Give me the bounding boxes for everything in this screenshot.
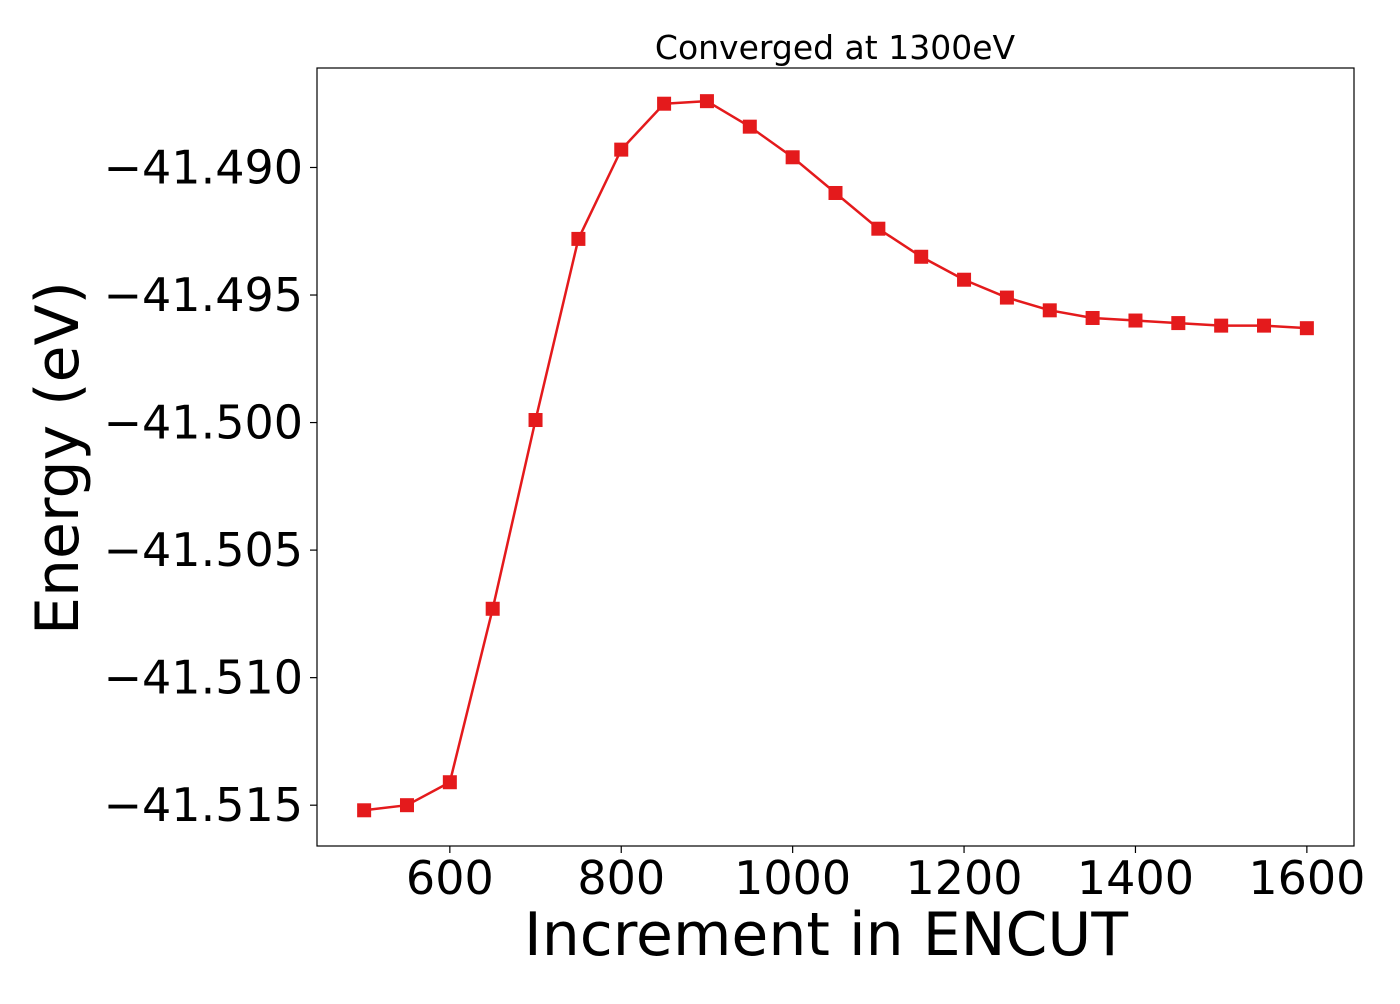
x-tick-label: 1200 [906,851,1023,905]
y-tick-label: −41.500 [104,396,304,450]
plot-area-frame [316,67,1355,847]
x-axis-title: Increment in ENCUT [524,900,1128,970]
data-point-marker [1042,303,1057,318]
data-point-marker [742,119,757,134]
y-axis-ticks: −41.490 −41.495 −41.500 −41.505 −41.510 −41.5… [104,140,317,832]
y-tick-label: −41.515 [104,778,304,832]
data-point-marker [914,249,929,264]
x-tick-label: 800 [577,851,665,905]
data-point-marker [828,185,843,200]
y-tick-label: −41.510 [104,651,304,705]
y-tick-label: −41.505 [104,523,304,577]
chart-title: Converged at 1300eV [655,28,1016,67]
data-point-marker [1214,318,1229,333]
data-point-marker [485,601,500,616]
y-tick-label: −41.495 [104,268,304,322]
y-tick-label: −41.490 [104,140,304,194]
data-point-marker [528,413,543,428]
data-point-marker [699,94,714,109]
y-axis-title: Energy (eV) [23,281,93,635]
data-point-marker [871,221,886,236]
data-point-marker [1085,310,1100,325]
x-tick-label: 1400 [1077,851,1194,905]
data-point-marker [614,142,629,157]
x-tick-label: 600 [406,851,494,905]
data-point-marker [1257,318,1272,333]
x-axis-ticks: 600 800 1000 1200 1400 1600 [406,846,1365,905]
series-layer [357,94,1314,818]
x-tick-label: 1000 [734,851,851,905]
data-point-marker [442,775,457,790]
data-point-marker [657,96,672,111]
data-point-marker [357,803,372,818]
data-point-marker [1299,321,1314,336]
data-point-marker [1128,313,1143,328]
data-point-marker [1171,316,1186,331]
data-point-marker [571,231,586,246]
data-point-marker [999,290,1014,305]
data-point-marker [399,798,414,813]
series-line [363,99,1307,812]
data-point-marker [957,272,972,287]
x-tick-label: 1600 [1248,851,1365,905]
data-point-marker [785,150,800,165]
